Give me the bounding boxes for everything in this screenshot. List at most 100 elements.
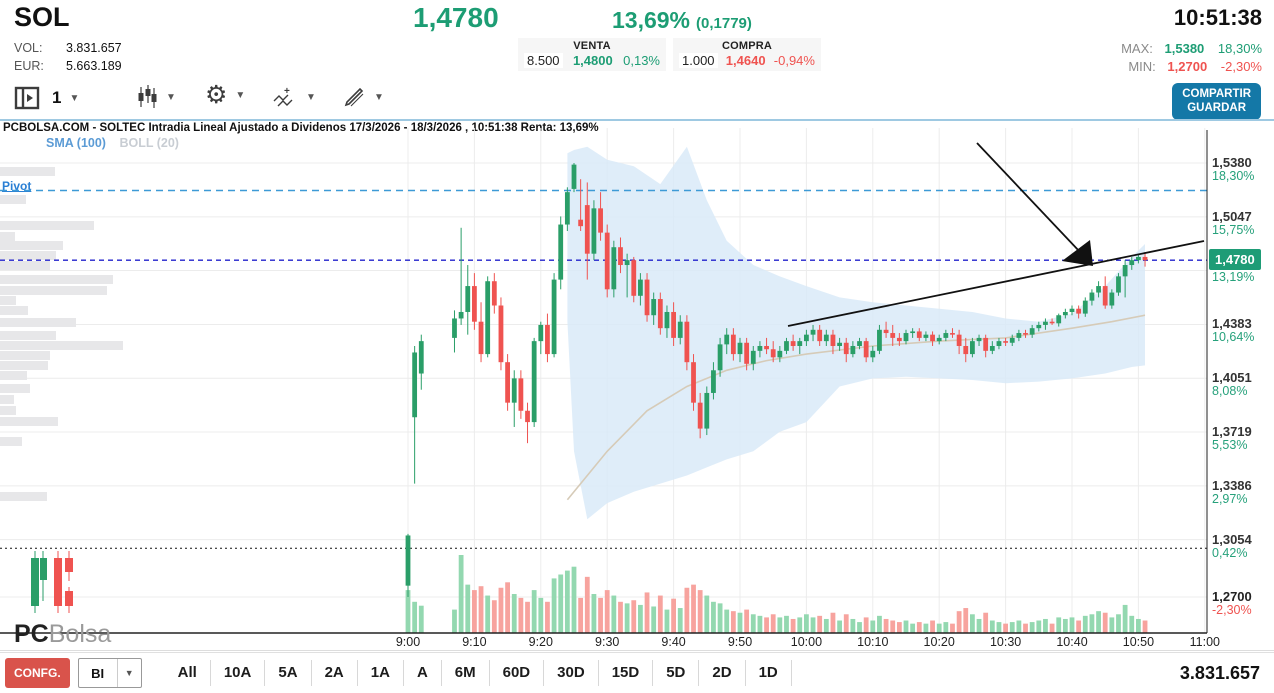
volume-bar <box>624 603 630 633</box>
time-axis-label: 9:10 <box>462 635 487 649</box>
volume-profile-bar <box>0 251 56 260</box>
min-row: MIN: 1,2700 -2,30% <box>1128 59 1262 74</box>
ask-qty: 8.500 <box>524 53 563 68</box>
timeframe-button-5a[interactable]: 5A <box>265 660 312 686</box>
volume-bar <box>558 574 564 633</box>
volume-bar <box>843 614 849 633</box>
volume-bar <box>1009 622 1015 633</box>
candle-body <box>850 345 856 355</box>
price-axis-label: 1,5047 15,75% <box>1212 208 1255 237</box>
timeframe-button-1a[interactable]: 1A <box>358 660 404 686</box>
indicators-dropdown[interactable]: + ▼ <box>272 85 316 109</box>
volume-bar <box>877 615 882 633</box>
volume-bar <box>518 597 524 633</box>
day-change-abs: (0,1779) <box>696 15 752 32</box>
panel-toggle-button[interactable] <box>14 85 40 111</box>
candle-body <box>757 345 763 351</box>
chart-area[interactable]: PCBOLSA.COM - SOLTEC Intradia Lineal Aju… <box>0 119 1274 651</box>
max-pct: 18,30% <box>1217 41 1262 56</box>
timeframe-button-6m[interactable]: 6M <box>442 660 490 686</box>
config-button[interactable]: CONFG. <box>5 658 70 688</box>
ask-price: 1,4800 <box>572 53 613 68</box>
volume-bar <box>598 597 603 633</box>
volume-bar <box>790 618 796 633</box>
candle-body <box>452 318 457 338</box>
bollinger-band <box>567 146 1145 520</box>
candle-body <box>1043 321 1048 325</box>
candle-body <box>810 329 816 335</box>
volume-bar <box>963 608 969 633</box>
volume-bar <box>923 623 929 633</box>
volume-profile-bar <box>0 232 15 241</box>
volume-bar <box>950 623 955 633</box>
volume-bar <box>930 620 935 633</box>
volume-bar <box>744 609 750 633</box>
candle-body <box>784 341 789 351</box>
volume-bar <box>604 590 610 633</box>
candle-body <box>797 341 803 346</box>
volume-bar <box>837 620 842 633</box>
arrow-annotation-line[interactable] <box>976 142 1081 253</box>
max-label: MAX: <box>1121 41 1153 56</box>
time-axis-label: 10:40 <box>1056 635 1088 649</box>
timeframe-button-30d[interactable]: 30D <box>544 660 599 686</box>
pivot-line-label[interactable]: Pivot <box>2 179 32 193</box>
volume-bar <box>857 622 862 633</box>
pcbolsa-logo-icon <box>31 551 73 613</box>
volume-bar <box>618 601 623 633</box>
settings-dropdown[interactable]: ⚙ ▼ <box>205 83 245 108</box>
timeframe-button-2d[interactable]: 2D <box>699 660 746 686</box>
volume-bar <box>943 622 949 633</box>
candle-body <box>943 333 949 338</box>
time-axis-label: 9:20 <box>528 635 553 649</box>
candle-body <box>804 334 809 342</box>
timeframe-button-60d[interactable]: 60D <box>490 660 545 686</box>
timeframe-button-1d[interactable]: 1D <box>746 660 792 686</box>
volume-bar <box>936 623 942 633</box>
volume-profile-bar <box>0 261 50 270</box>
chart-type-dropdown[interactable]: ▼ <box>136 85 176 109</box>
candle-body <box>1082 300 1088 314</box>
volume-bar <box>691 584 696 633</box>
volume-profile-bar <box>0 195 26 204</box>
timeframe-button-5d[interactable]: 5D <box>653 660 700 686</box>
volume-bar <box>797 617 803 633</box>
volume-bar <box>412 601 418 633</box>
candle-body <box>564 192 570 225</box>
volume-bar <box>724 609 730 633</box>
sma-legend-label[interactable]: SMA (100) <box>46 136 106 150</box>
trendline-annotation[interactable] <box>787 240 1205 327</box>
volume-bar <box>704 595 710 633</box>
arrow-annotation-head[interactable] <box>1062 240 1093 266</box>
candle-body <box>843 342 849 355</box>
volume-bar <box>1089 614 1095 633</box>
market-selector[interactable]: BI ▼ <box>77 658 142 688</box>
candle-body <box>870 350 876 358</box>
volume-bar <box>1142 620 1148 633</box>
volume-profile-bar <box>0 341 123 350</box>
timeframe-button-10a[interactable]: 10A <box>211 660 266 686</box>
pcbolsa-logo: PCBolsa <box>14 551 134 649</box>
drawing-tools-dropdown[interactable]: ▼ <box>342 85 384 109</box>
volume-bar <box>890 620 896 633</box>
volume-bar <box>1076 620 1082 633</box>
time-axis-label: 9:00 <box>395 635 421 649</box>
candle-body <box>518 378 524 411</box>
timeframe-button-all[interactable]: All <box>164 660 211 686</box>
candle-body <box>611 247 617 290</box>
share-save-button[interactable]: COMPARTIR GUARDAR <box>1172 83 1261 120</box>
candle-body <box>618 247 623 266</box>
volume-bar <box>777 617 783 633</box>
interval-dropdown[interactable]: 1 ▼ <box>52 88 79 108</box>
header: SOL VOL: 3.831.657 EUR: 5.663.189 1,4780 1… <box>0 0 1274 78</box>
candlestick-chart[interactable] <box>0 120 1274 650</box>
boll-legend-label[interactable]: BOLL (20) <box>119 136 179 150</box>
timeframe-button-a[interactable]: A <box>404 660 442 686</box>
timeframe-button-15d[interactable]: 15D <box>599 660 654 686</box>
volume-bar <box>531 590 537 633</box>
volume-bar <box>983 612 989 633</box>
candle-body <box>491 281 497 306</box>
volume-bar <box>1129 615 1135 633</box>
timeframe-button-2a[interactable]: 2A <box>312 660 358 686</box>
